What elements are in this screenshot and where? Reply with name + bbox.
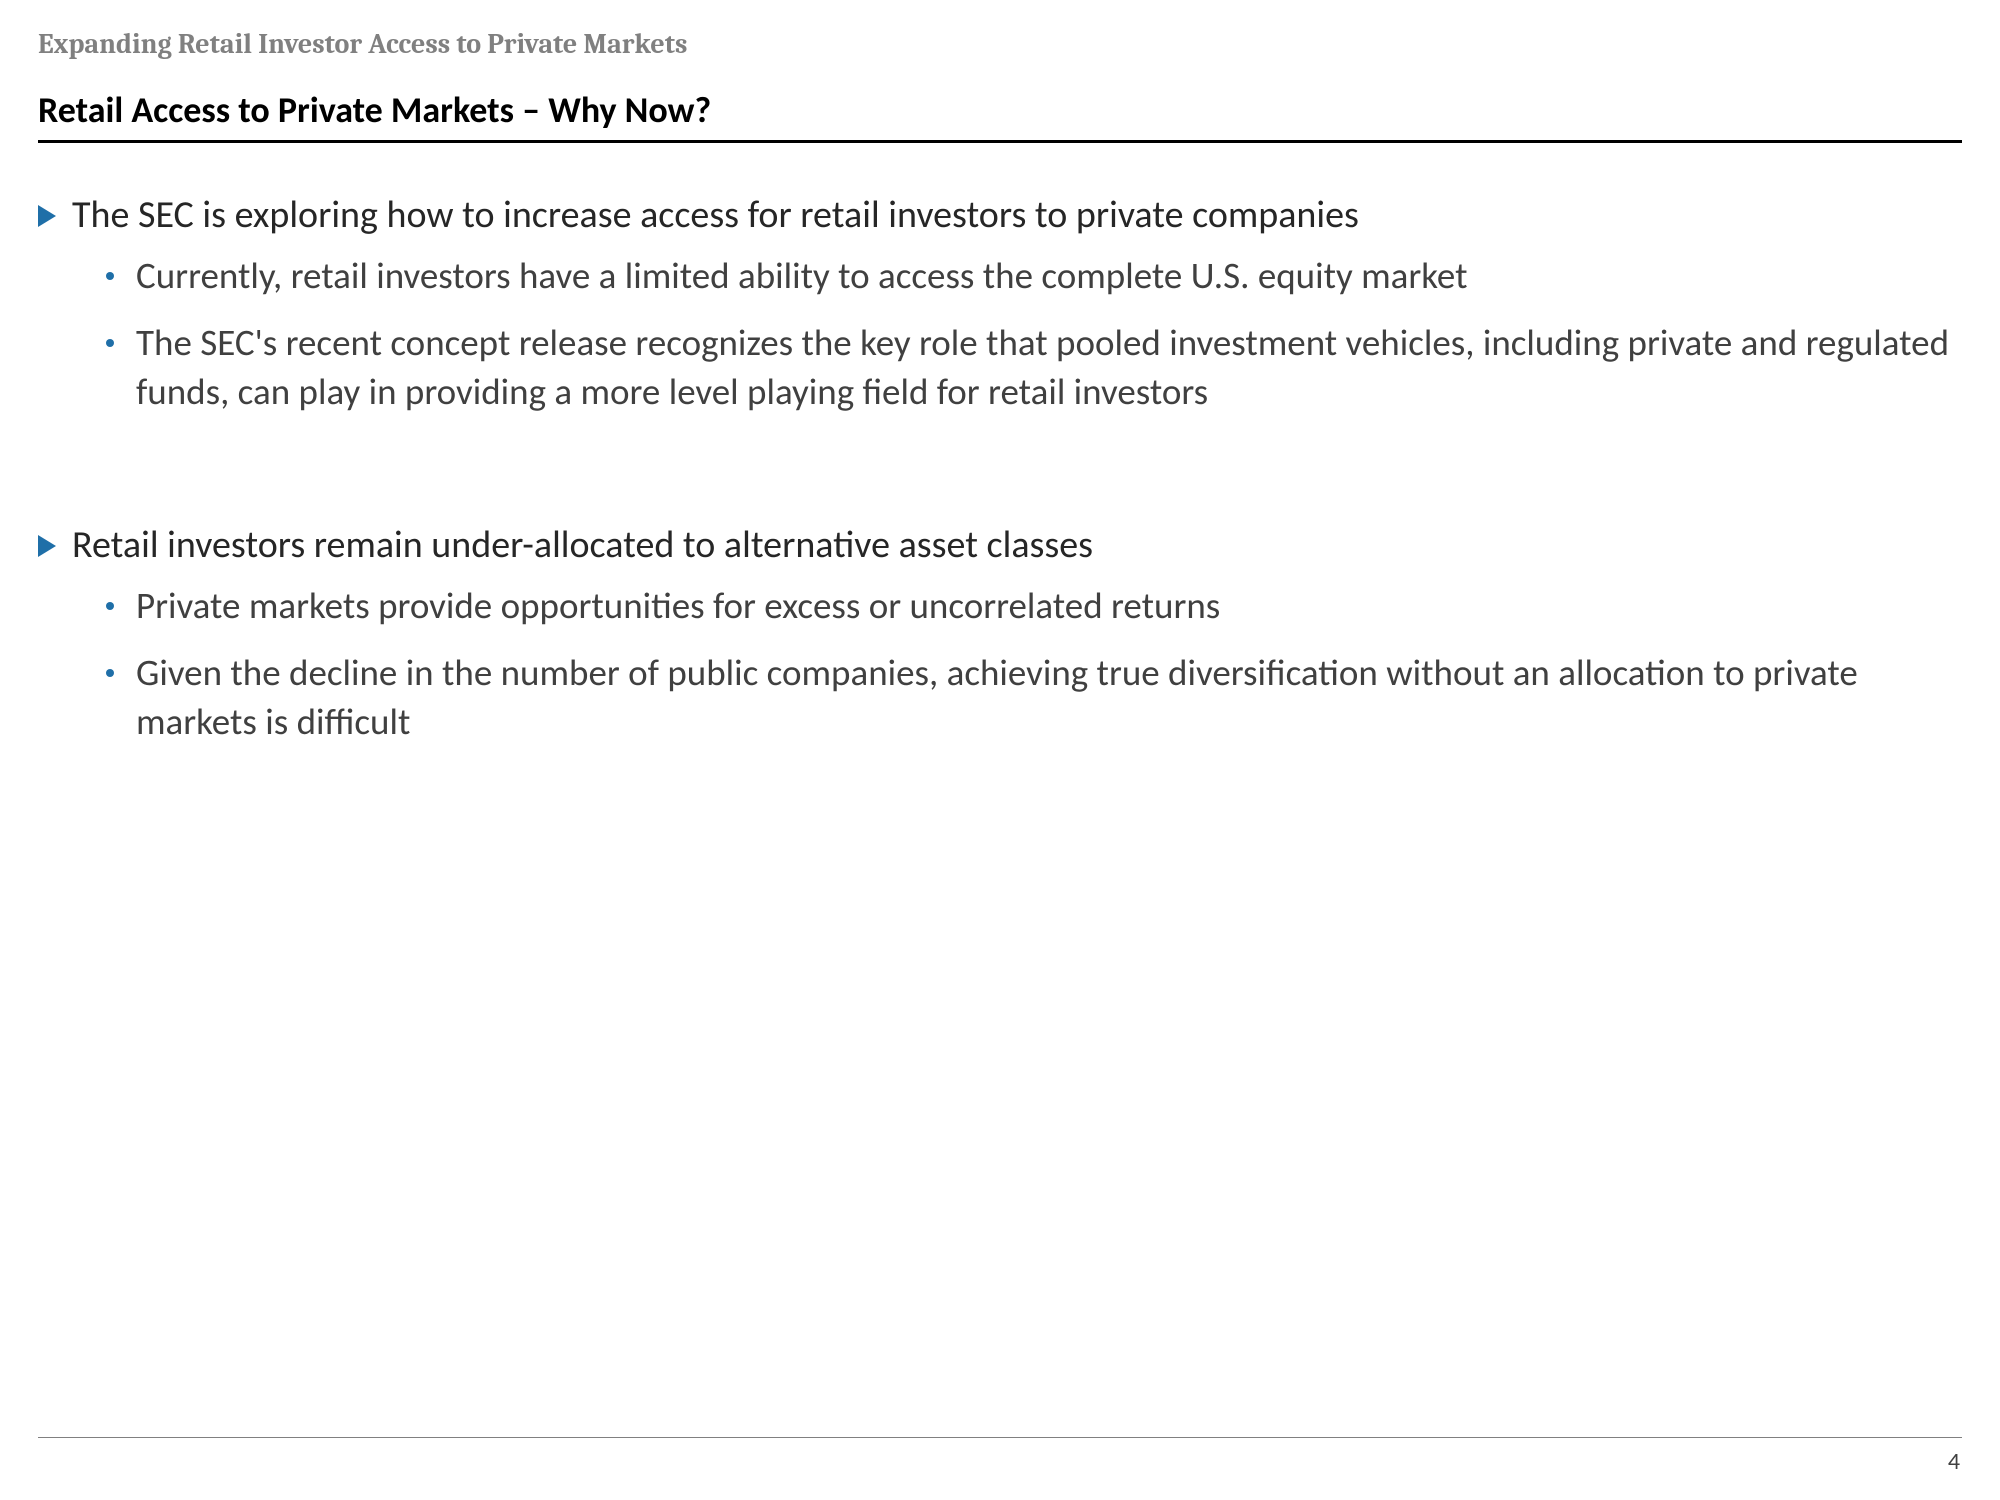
sub-bullet-text: Given the decline in the number of publi…	[136, 649, 1962, 747]
sub-bullet: Currently, retail investors have a limit…	[106, 252, 1962, 301]
main-bullet-2: Retail investors remain under-allocated …	[38, 521, 1962, 570]
dot-icon	[106, 669, 114, 677]
page-number: 4	[1948, 1447, 1960, 1476]
sub-bullet: Given the decline in the number of publi…	[106, 649, 1962, 747]
sub-bullet-text: Private markets provide opportunities fo…	[136, 582, 1220, 631]
triangle-icon	[38, 205, 56, 227]
sub-bullet: The SEC's recent concept release recogni…	[106, 319, 1962, 417]
main-bullet-text: Retail investors remain under-allocated …	[72, 521, 1093, 570]
page-title: Retail Access to Private Markets – Why N…	[38, 88, 1962, 143]
dot-icon	[106, 339, 114, 347]
sub-bullet: Private markets provide opportunities fo…	[106, 582, 1962, 631]
page-header-subtitle: Expanding Retail Investor Access to Priv…	[38, 28, 1962, 60]
main-bullet-1: The SEC is exploring how to increase acc…	[38, 191, 1962, 240]
dot-icon	[106, 602, 114, 610]
dot-icon	[106, 272, 114, 280]
triangle-icon	[38, 535, 56, 557]
sub-bullet-text: Currently, retail investors have a limit…	[136, 252, 1468, 301]
sub-bullet-text: The SEC's recent concept release recogni…	[136, 319, 1962, 417]
main-bullet-text: The SEC is exploring how to increase acc…	[72, 191, 1359, 240]
footer-divider	[38, 1437, 1962, 1438]
